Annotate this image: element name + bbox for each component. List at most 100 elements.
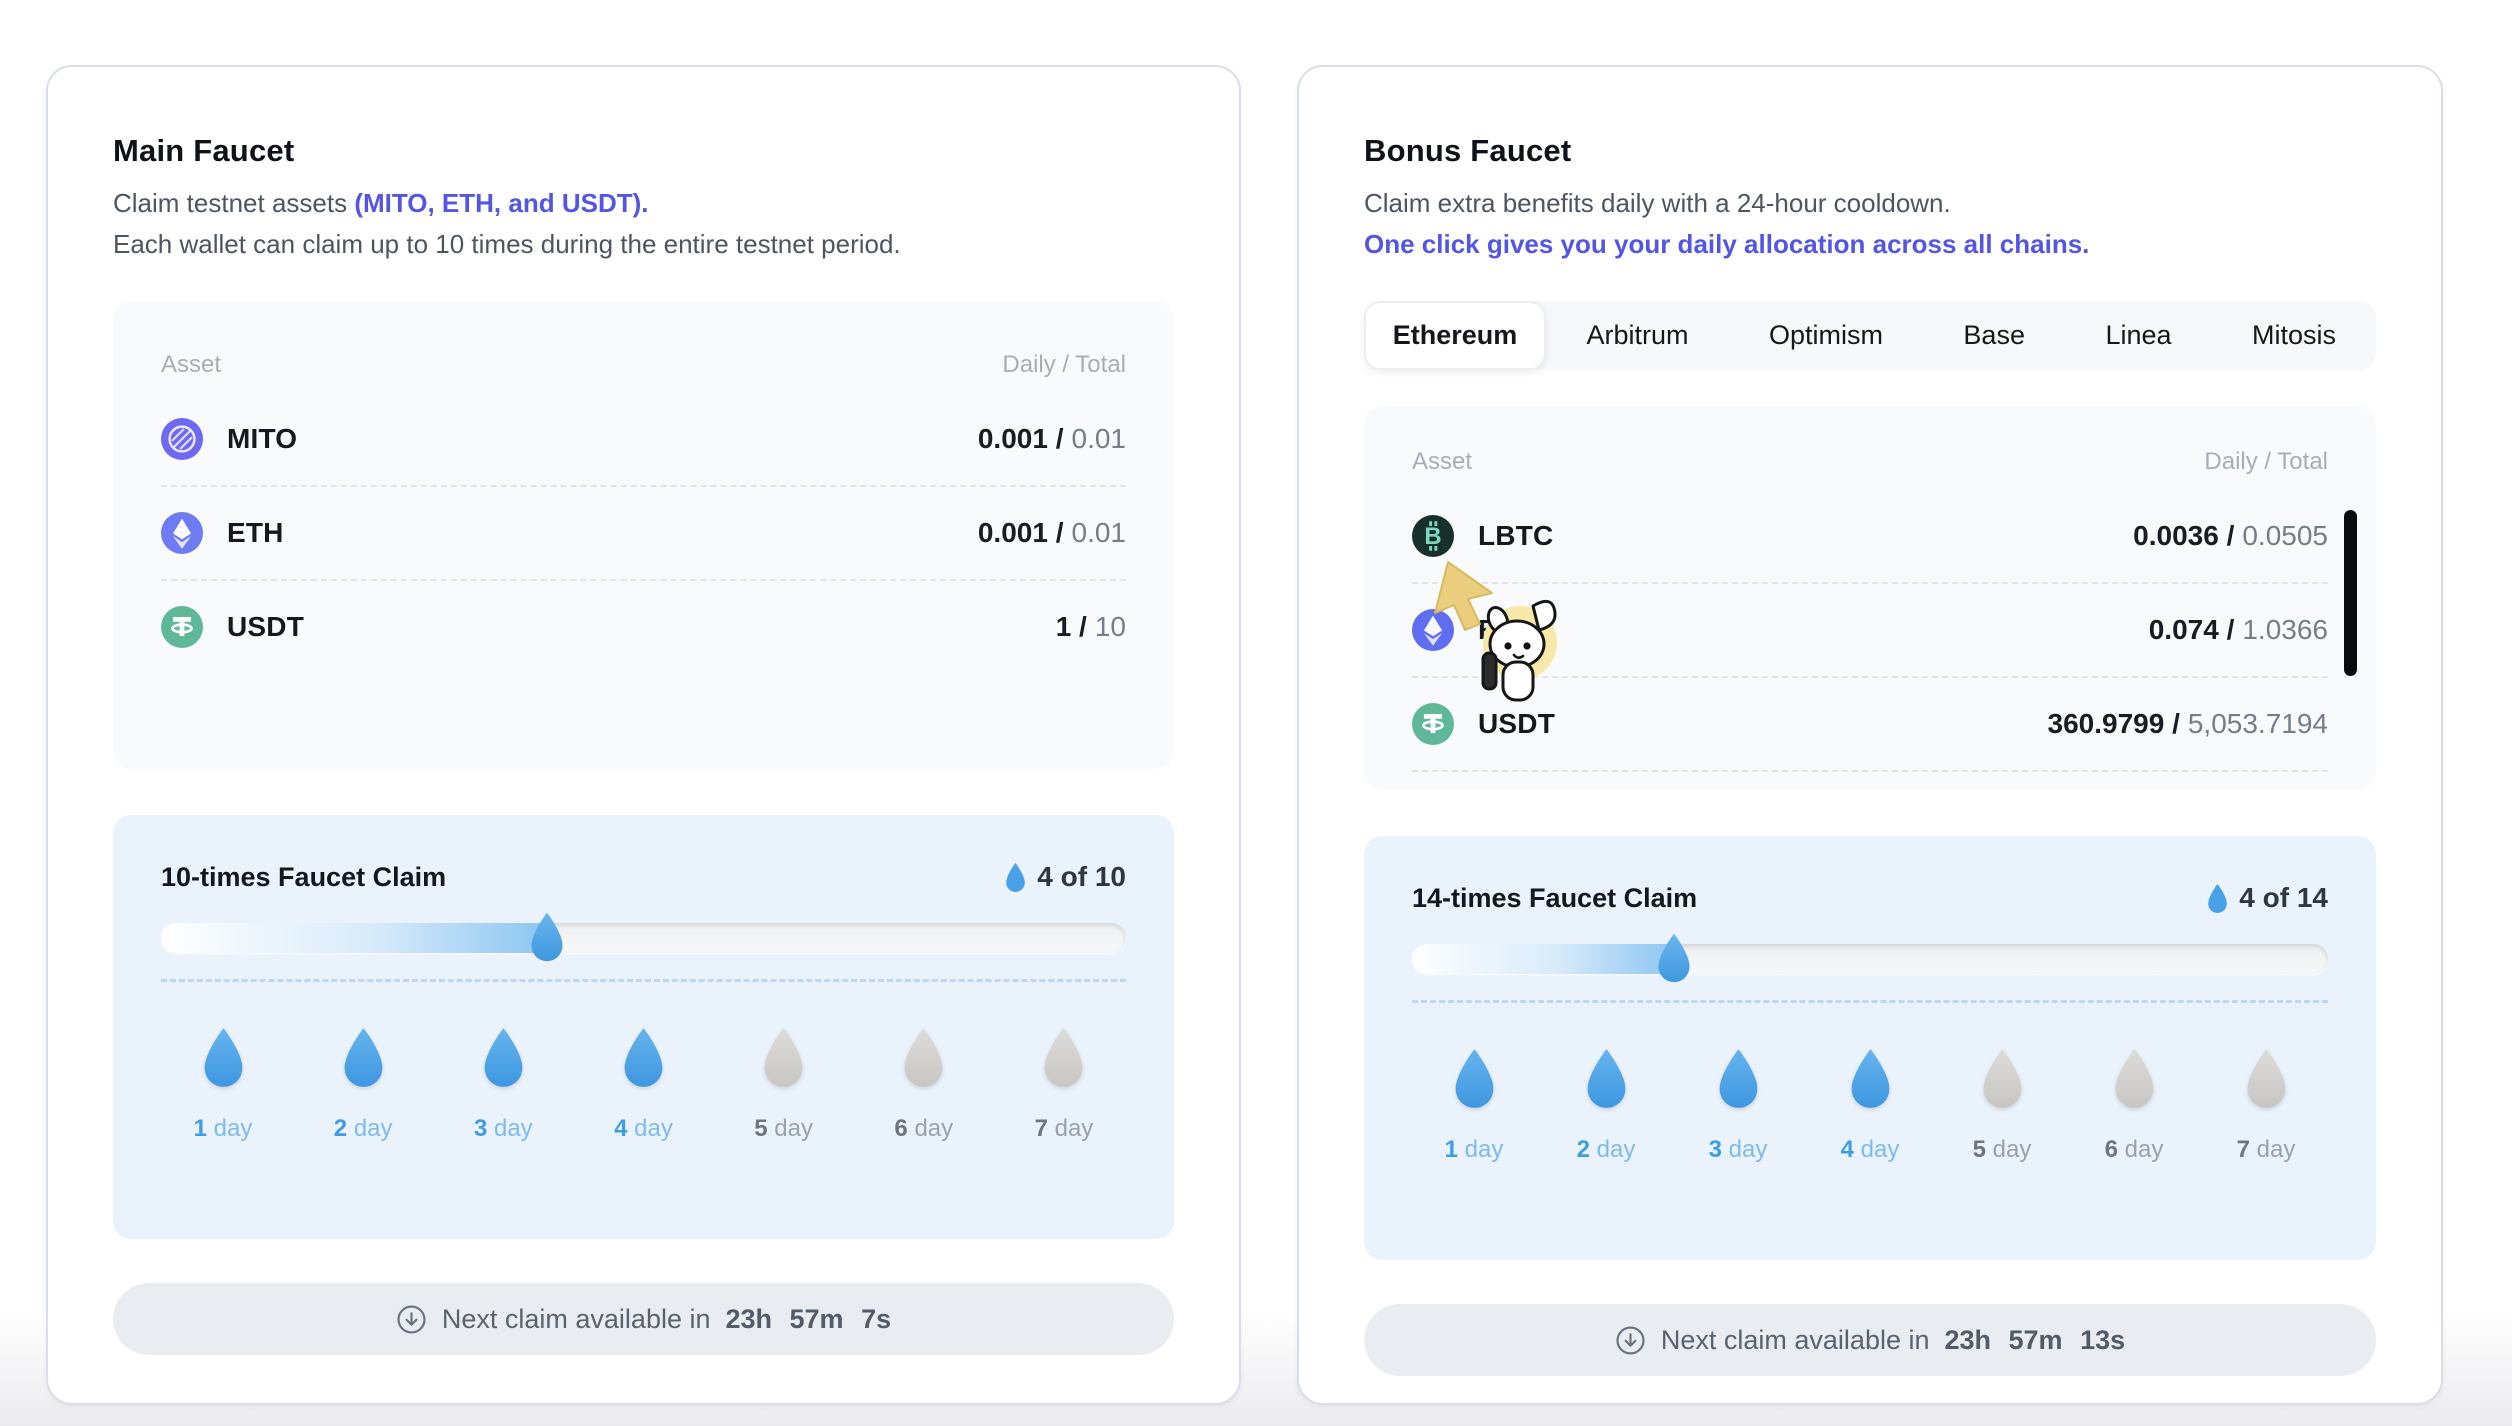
- arrow-down-circle-icon: [397, 1304, 426, 1334]
- table-row: ETH 0.074 /1.0366: [1412, 584, 2328, 678]
- next-claim-button[interactable]: Next claim available in 23h 57m 13s: [1364, 1304, 2376, 1376]
- day-indicator-3: 3 day: [1688, 1047, 1788, 1164]
- water-drop-icon: [204, 1028, 242, 1087]
- day-claim-indicators: 1 day 2 day 3 day 4 day 5 day: [161, 1026, 1126, 1143]
- main-claim-progress-panel: 10-times Faucet Claim 4 of 10 1 day: [113, 815, 1174, 1239]
- main-faucet-card: Main Faucet Claim testnet assets (MITO, …: [46, 65, 1241, 1405]
- total-amount: 0.0505: [2242, 520, 2328, 551]
- asset-name: USDT: [1478, 708, 1556, 739]
- desc-line1: Claim extra benefits daily with a 24-hou…: [1364, 188, 1951, 218]
- day-indicator-7: 7 day: [1014, 1026, 1114, 1143]
- tab-base[interactable]: Base: [1923, 301, 2065, 370]
- day-indicator-5: 5 day: [1952, 1047, 2052, 1164]
- day-indicator-7: 7 day: [2216, 1047, 2316, 1164]
- tab-linea[interactable]: Linea: [2065, 301, 2211, 370]
- table-row: USDT 360.9799 /5,053.7194: [1412, 678, 2328, 772]
- bonus-faucet-description: Claim extra benefits daily with a 24-hou…: [1364, 183, 2376, 265]
- claim-count-label: 4 of 10: [1037, 861, 1126, 892]
- daily-amount: 0.074 /: [2148, 614, 2235, 645]
- next-claim-countdown: 23h 57m 13s: [1944, 1324, 2126, 1355]
- chain-tabs: Ethereum Arbitrum Optimism Base Linea Mi…: [1364, 301, 2376, 370]
- asset-amounts: 0.001 /0.01: [978, 517, 1126, 549]
- water-drop-icon: [904, 1028, 943, 1087]
- claim-title: 10-times Faucet Claim: [161, 861, 447, 892]
- lbtc-coin-icon: B: [1412, 515, 1454, 557]
- day-indicator-3: 3 day: [453, 1026, 553, 1143]
- desc-prefix: Claim testnet assets: [113, 188, 355, 218]
- water-drop-icon: [1455, 1049, 1493, 1108]
- slider-thumb-drop-icon[interactable]: [528, 911, 566, 963]
- claim-progress-slider[interactable]: [161, 912, 1126, 962]
- asset-amounts: 0.0036 /0.0505: [2133, 520, 2328, 552]
- asset-amounts: 1 /10: [1056, 611, 1126, 643]
- water-drop-icon: [764, 1028, 803, 1087]
- main-faucet-title: Main Faucet: [113, 133, 295, 168]
- main-asset-table: Asset Daily / Total: [113, 301, 1174, 769]
- table-row: MITO 0.001 /0.01: [161, 393, 1126, 487]
- asset-name: ETH: [1478, 614, 1535, 645]
- arrow-down-circle-icon: [1616, 1325, 1645, 1355]
- tab-mitosis[interactable]: Mitosis: [2212, 301, 2376, 370]
- daily-amount: 0.001 /: [977, 423, 1064, 454]
- slider-track[interactable]: [1412, 933, 2328, 983]
- claim-progress-slider[interactable]: [1412, 933, 2328, 983]
- day-indicator-4: 4 day: [1820, 1047, 1920, 1164]
- water-drop-icon: [1006, 862, 1026, 892]
- bonus-faucet-title: Bonus Faucet: [1364, 133, 1572, 168]
- asset-column-header: Asset: [161, 351, 222, 378]
- bonus-asset-table: Asset Daily / Total B LBTC: [1364, 406, 2376, 790]
- tab-optimism[interactable]: Optimism: [1729, 301, 1923, 370]
- claim-count: 4 of 14: [2206, 882, 2328, 914]
- day-indicator-1: 1 day: [173, 1026, 273, 1143]
- tab-arbitrum[interactable]: Arbitrum: [1546, 301, 1728, 370]
- slider-fill: [161, 912, 563, 962]
- next-claim-label: Next claim available in: [441, 1303, 711, 1334]
- value-column-header: Daily / Total: [1002, 351, 1126, 378]
- next-claim-countdown: 23h 57m 7s: [725, 1303, 892, 1334]
- desc-line2: Each wallet can claim up to 10 times dur…: [113, 229, 901, 259]
- day-indicator-2: 2 day: [313, 1026, 413, 1143]
- table-row: USDT 1 /10: [161, 581, 1126, 673]
- asset-amounts: 0.001 /0.01: [978, 423, 1126, 455]
- water-drop-icon: [624, 1028, 663, 1087]
- asset-name: LBTC: [1478, 520, 1554, 551]
- asset-name: ETH: [227, 517, 284, 548]
- day-indicator-6: 6 day: [874, 1026, 974, 1143]
- table-scrollbar[interactable]: [2344, 510, 2357, 676]
- table-row: ETH 0.001 /0.01: [161, 487, 1126, 581]
- day-claim-indicators: 1 day 2 day 3 day 4 day 5 day: [1412, 1047, 2328, 1164]
- slider-fill: [1412, 933, 1690, 983]
- bonus-claim-progress-panel: 14-times Faucet Claim 4 of 14 1 day: [1364, 836, 2376, 1260]
- daily-amount: 360.9799 /: [2047, 708, 2180, 739]
- main-faucet-description: Claim testnet assets (MITO, ETH, and USD…: [113, 183, 1174, 265]
- day-indicator-5: 5 day: [734, 1026, 834, 1143]
- next-claim-label: Next claim available in: [1660, 1324, 1930, 1355]
- total-amount: 0.01: [1071, 517, 1127, 548]
- total-amount: 5,053.7194: [2187, 708, 2328, 739]
- eth-coin-icon: [161, 512, 203, 554]
- water-drop-icon: [2115, 1049, 2153, 1108]
- desc-assets-highlight: (MITO, ETH, and USDT).: [354, 188, 649, 218]
- bonus-faucet-card: Bonus Faucet Claim extra benefits daily …: [1297, 65, 2443, 1405]
- water-drop-icon: [1719, 1049, 1757, 1108]
- water-drop-icon: [1587, 1049, 1625, 1108]
- total-amount: 0.01: [1071, 423, 1127, 454]
- usdt-coin-icon: [161, 606, 203, 648]
- next-claim-button[interactable]: Next claim available in 23h 57m 7s: [113, 1283, 1174, 1355]
- claim-count: 4 of 10: [1004, 861, 1126, 893]
- water-drop-icon: [1983, 1049, 2021, 1108]
- slider-track[interactable]: [161, 912, 1126, 962]
- usdt-coin-icon: [1412, 703, 1454, 745]
- day-indicator-4: 4 day: [593, 1026, 693, 1143]
- dashed-divider: [1412, 1000, 2328, 1003]
- claim-title: 14-times Faucet Claim: [1412, 882, 1698, 913]
- table-header: Asset Daily / Total: [1412, 406, 2328, 476]
- asset-amounts: 0.074 /1.0366: [2149, 614, 2328, 646]
- value-column-header: Daily / Total: [2204, 448, 2328, 475]
- tab-ethereum[interactable]: Ethereum: [1364, 301, 1546, 370]
- water-drop-icon: [1045, 1028, 1083, 1087]
- dashed-divider: [161, 979, 1126, 982]
- water-drop-icon: [2247, 1049, 2285, 1108]
- water-drop-icon: [2208, 883, 2228, 913]
- slider-thumb-drop-icon[interactable]: [1655, 932, 1693, 984]
